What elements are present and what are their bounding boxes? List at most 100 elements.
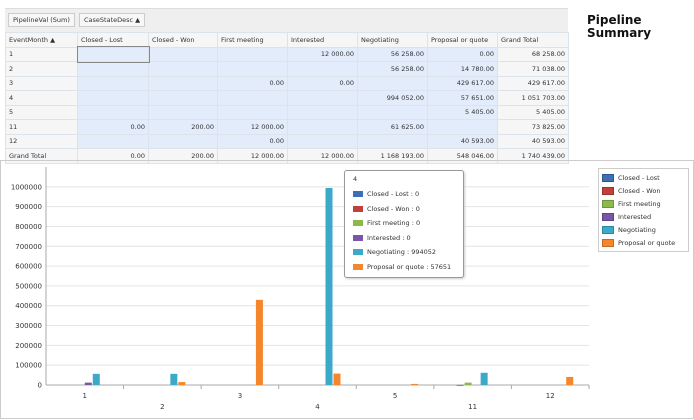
table-cell[interactable] [287,104,358,120]
x-tick-label: 12 [546,392,555,400]
table-cell[interactable]: 5 405.00 [427,104,498,120]
table-cell[interactable] [148,75,218,91]
legend-swatch [602,199,614,208]
table-cell[interactable] [77,75,149,91]
table-cell[interactable]: 56 258.00 [357,46,428,62]
table-cell[interactable]: 429 617.00 [427,75,498,91]
legend-label: Interested [618,212,652,221]
table-cell[interactable]: 57 651.00 [427,90,498,106]
column-header[interactable]: Negotiating [357,32,428,48]
table-cell[interactable]: 200.00 [148,119,218,135]
bar [464,382,472,385]
column-field-button[interactable]: CaseStateDesc ▲ [79,13,146,27]
table-cell[interactable]: 548 046.00 [427,148,498,164]
table-cell[interactable]: 12 000.00 [217,119,288,135]
table-cell[interactable] [287,133,358,149]
legend-item[interactable]: Negotiating [602,223,685,236]
tooltip-swatch [353,263,363,270]
table-cell[interactable] [77,104,149,120]
x-tick-label: 2 [160,403,164,411]
tooltip-header: 4 [353,175,358,183]
table-cell[interactable] [287,90,358,106]
table-cell[interactable]: 40 593.00 [497,133,569,149]
pivot-field-area: PipelineVal (Sum) CaseStateDesc ▲ [5,8,568,32]
legend-item[interactable]: Closed - Lost [602,171,685,184]
row-header: 1 [5,46,78,62]
table-cell[interactable] [148,133,218,149]
table-cell[interactable] [148,104,218,120]
table-cell[interactable]: 0.00 [217,75,288,91]
table-row: 1 12 000.00 56 258.00 0.00 68 258.00 [5,46,569,63]
row-header: 5 [5,104,78,120]
table-cell[interactable] [77,133,149,149]
column-header[interactable]: Proposal or quote [427,32,498,48]
table-cell[interactable]: 12 000.00 [287,46,358,62]
table-cell[interactable]: 1 740 439.00 [497,148,569,164]
column-header[interactable]: Closed - Lost [77,32,149,48]
table-cell[interactable]: 0.00 [77,119,149,135]
table-cell[interactable]: 61 625.00 [357,119,428,135]
table-cell[interactable] [77,90,149,106]
table-cell[interactable] [77,61,149,77]
tooltip-item: Closed - Won : 0 [353,202,455,217]
tooltip-swatch [353,205,363,212]
table-cell[interactable] [148,61,218,77]
table-cell[interactable] [357,104,428,120]
table-cell[interactable]: 5 405.00 [497,104,569,120]
table-cell[interactable]: 0.00 [217,133,288,149]
legend-swatch [602,173,614,182]
table-cell[interactable] [217,104,288,120]
table-cell[interactable] [287,119,358,135]
table-cell[interactable]: 429 617.00 [497,75,569,91]
legend-item[interactable]: First meeting [602,197,685,210]
table-cell[interactable] [217,61,288,77]
table-cell[interactable] [357,75,428,91]
table-cell[interactable] [217,46,288,62]
column-header[interactable]: Interested [287,32,358,48]
table-cell[interactable]: 1 051 703.00 [497,90,569,106]
table-cell[interactable] [76,46,150,63]
sort-up-icon: ▲ [135,16,141,24]
column-header[interactable]: Closed - Won [148,32,218,48]
table-cell[interactable]: 0.00 [287,75,358,91]
row-field-button[interactable]: EventMonth ▲ [5,32,78,48]
table-cell[interactable]: 73 825.00 [497,119,569,135]
tooltip-swatch [353,220,363,227]
data-field-button[interactable]: PipelineVal (Sum) [8,13,75,27]
table-cell[interactable]: 200.00 [148,148,218,164]
y-tick-label: 600000 [15,263,42,271]
table-cell[interactable]: 68 258.00 [497,46,569,62]
sort-up-icon: ▲ [50,35,56,44]
table-cell[interactable]: 0.00 [427,46,498,62]
column-header[interactable]: Grand Total [497,32,569,48]
table-cell[interactable] [148,90,218,106]
legend-item[interactable]: Closed - Won [602,184,685,197]
bar [325,187,333,385]
legend-label: Closed - Won [618,186,661,195]
table-cell[interactable]: 1 168 193.00 [357,148,428,164]
table-cell[interactable]: 56 258.00 [357,61,428,77]
pivot-grid: EventMonth ▲ Closed - Lost Closed - Won Fir… [5,32,569,164]
table-cell[interactable] [287,61,358,77]
table-row: 12 0.00 40 593.00 40 593.00 [5,133,569,149]
tooltip-item: Interested : 0 [353,231,455,246]
table-cell[interactable]: 12 000.00 [287,148,358,164]
table-cell[interactable]: 12 000.00 [217,148,288,164]
row-field-label: EventMonth [9,35,48,44]
table-cell[interactable] [427,119,498,135]
table-cell[interactable]: 14 780.00 [427,61,498,77]
column-header[interactable]: First meeting [217,32,288,48]
x-tick-label: 1 [83,392,87,400]
table-cell[interactable]: 0.00 [77,148,149,164]
table-cell[interactable] [357,133,428,149]
bar [170,373,178,385]
table-cell[interactable]: 994 052.00 [357,90,428,106]
table-cell[interactable] [148,46,218,62]
table-cell[interactable]: 40 593.00 [427,133,498,149]
legend-item[interactable]: Interested [602,210,685,223]
table-cell[interactable]: 71 038.00 [497,61,569,77]
x-tick-label: 4 [315,403,320,411]
legend-item[interactable]: Proposal or quote [602,236,685,249]
table-cell[interactable] [217,90,288,106]
y-tick-label: 0 [38,382,42,390]
